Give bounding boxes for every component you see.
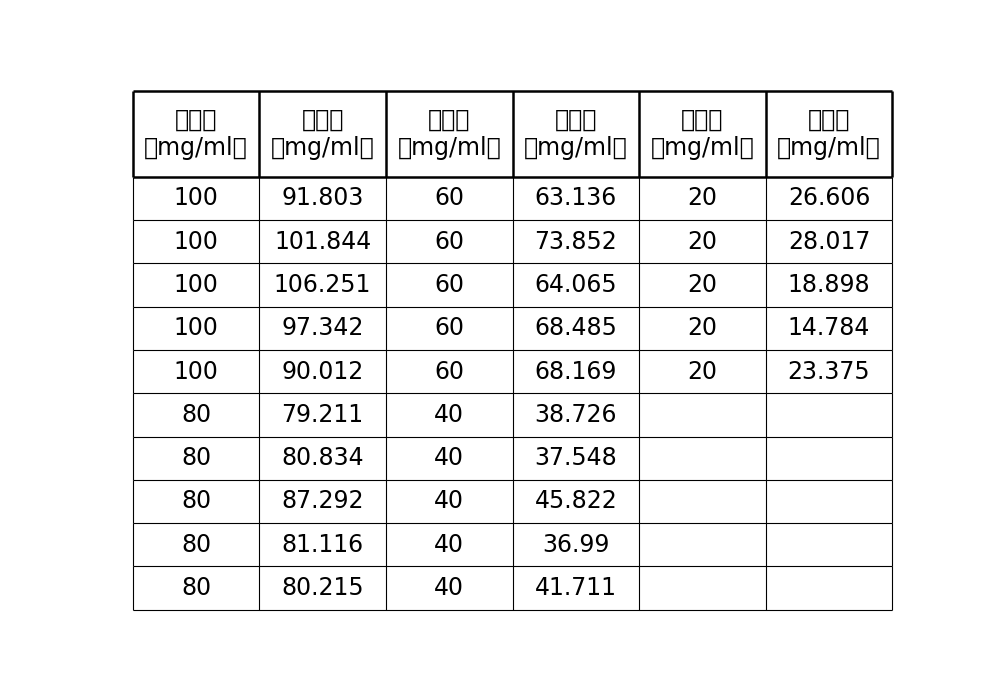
Text: 97.342: 97.342 [281,316,364,340]
Text: 100: 100 [174,187,218,210]
Text: 28.017: 28.017 [788,230,870,254]
Text: 60: 60 [434,187,464,210]
Text: 40: 40 [434,533,464,557]
Text: 18.898: 18.898 [788,273,870,297]
Text: 20: 20 [687,187,717,210]
Text: 80.834: 80.834 [281,446,364,470]
Text: 40: 40 [434,489,464,514]
Text: 73.852: 73.852 [534,230,617,254]
Text: 20: 20 [687,230,717,254]
Text: 91.803: 91.803 [281,187,364,210]
Text: 26.606: 26.606 [788,187,870,210]
Text: 63.136: 63.136 [535,187,617,210]
Text: 真实值
（mg/ml）: 真实值 （mg/ml） [650,108,754,160]
Text: 36.99: 36.99 [542,533,609,557]
Text: 20: 20 [687,273,717,297]
Text: 64.065: 64.065 [534,273,617,297]
Text: 68.485: 68.485 [534,316,617,340]
Text: 100: 100 [174,316,218,340]
Text: 68.169: 68.169 [535,359,617,384]
Text: 预测值
（mg/ml）: 预测值 （mg/ml） [777,108,881,160]
Text: 80: 80 [181,446,211,470]
Text: 80: 80 [181,533,211,557]
Text: 38.726: 38.726 [535,403,617,427]
Text: 真实值
（mg/ml）: 真实值 （mg/ml） [397,108,501,160]
Text: 20: 20 [687,359,717,384]
Text: 60: 60 [434,273,464,297]
Text: 60: 60 [434,316,464,340]
Text: 40: 40 [434,446,464,470]
Text: 20: 20 [687,316,717,340]
Text: 79.211: 79.211 [282,403,364,427]
Text: 14.784: 14.784 [788,316,870,340]
Text: 37.548: 37.548 [534,446,617,470]
Text: 101.844: 101.844 [274,230,371,254]
Text: 80: 80 [181,489,211,514]
Text: 23.375: 23.375 [788,359,870,384]
Text: 100: 100 [174,359,218,384]
Text: 真实值
（mg/ml）: 真实值 （mg/ml） [144,108,248,160]
Text: 100: 100 [174,273,218,297]
Text: 90.012: 90.012 [282,359,364,384]
Text: 40: 40 [434,576,464,600]
Text: 87.292: 87.292 [281,489,364,514]
Text: 60: 60 [434,230,464,254]
Text: 106.251: 106.251 [274,273,371,297]
Text: 预测值
（mg/ml）: 预测值 （mg/ml） [524,108,628,160]
Text: 41.711: 41.711 [535,576,617,600]
Text: 45.822: 45.822 [534,489,617,514]
Text: 40: 40 [434,403,464,427]
Text: 81.116: 81.116 [282,533,364,557]
Text: 60: 60 [434,359,464,384]
Text: 80.215: 80.215 [281,576,364,600]
Text: 100: 100 [174,230,218,254]
Text: 80: 80 [181,403,211,427]
Text: 预测值
（mg/ml）: 预测值 （mg/ml） [271,108,374,160]
Text: 80: 80 [181,576,211,600]
